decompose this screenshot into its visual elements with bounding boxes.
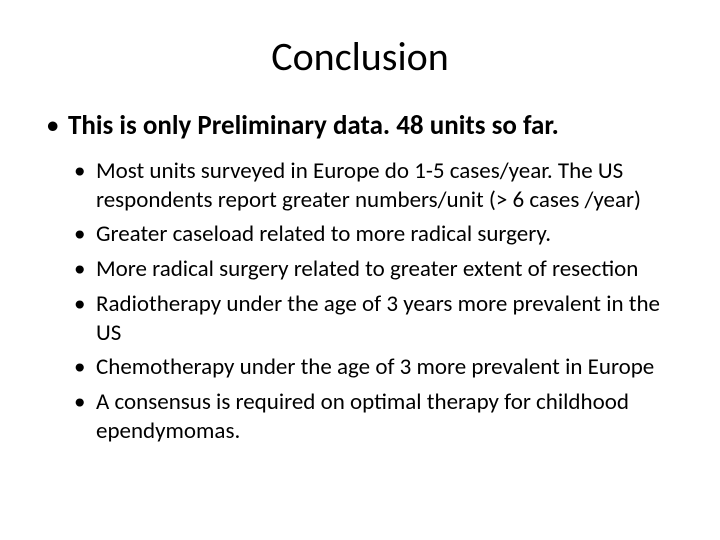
sub-bullet: More radical surgery related to greater … [40,255,680,284]
bullet-list-level1: This is only Preliminary data. 48 units … [40,109,680,143]
sub-bullet: Most units surveyed in Europe do 1-5 cas… [40,157,680,215]
sub-bullet: Chemotherapy under the age of 3 more pre… [40,353,680,382]
sub-bullet: Radiotherapy under the age of 3 years mo… [40,290,680,348]
main-bullet: This is only Preliminary data. 48 units … [40,109,680,143]
sub-bullet: A consensus is required on optimal thera… [40,388,680,446]
sub-bullet: Greater caseload related to more radical… [40,220,680,249]
slide-container: Conclusion This is only Preliminary data… [0,0,720,540]
bullet-list-level2: Most units surveyed in Europe do 1-5 cas… [40,157,680,446]
slide-title: Conclusion [40,32,680,81]
